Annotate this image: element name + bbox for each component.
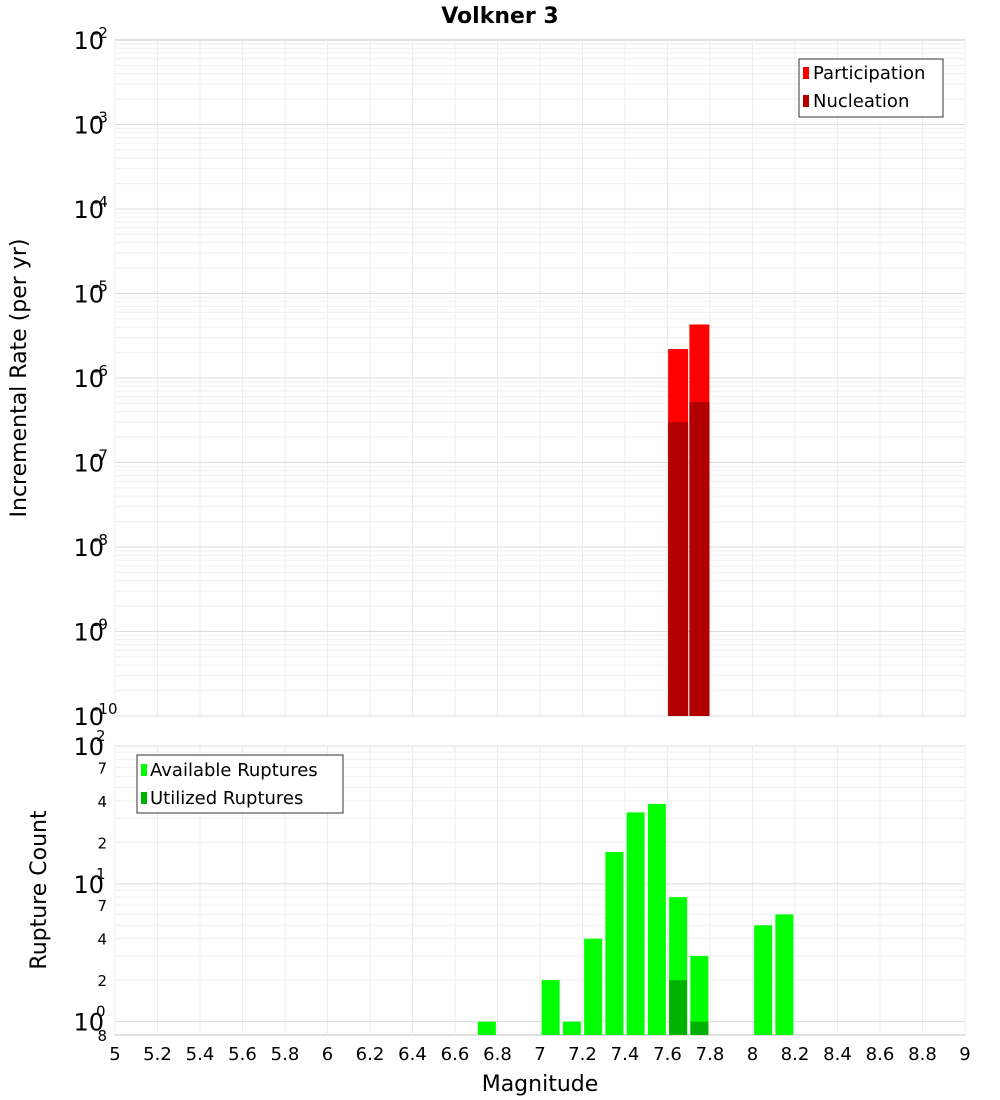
rate-y-tick-base: 10 (73, 112, 104, 140)
count-y-minor-tick-label: 4 (97, 931, 107, 949)
legend-label: Available Ruptures (150, 760, 318, 781)
rate-y-tick-labels: 10-210-310-410-510-610-710-810-910-10 (73, 24, 117, 731)
x-tick-label: 7.4 (611, 1044, 640, 1065)
count-bars (477, 803, 794, 1035)
x-tick-label: 7 (534, 1044, 545, 1065)
rate-y-tick-exponent: -6 (93, 362, 108, 380)
x-tick-label: 8.4 (823, 1044, 852, 1065)
rate-bars (668, 324, 710, 716)
x-tick-label: 8.2 (781, 1044, 810, 1065)
legend-swatch (141, 764, 147, 776)
legend-label: Participation (813, 63, 925, 84)
x-tick-label: 6.8 (483, 1044, 512, 1065)
utilized-ruptures-bar (669, 980, 688, 1035)
rate-y-axis-label: Incremental Rate (per yr) (7, 239, 32, 518)
x-tick-labels: 5 5.2 5.4 5.6 5.8 6 6.2 6.4 6.6 6.8 7 7.2 7.4 7.6 7.8 8… (109, 1044, 970, 1065)
legend-swatch (803, 95, 809, 107)
rate-y-tick-exponent: -8 (93, 531, 108, 549)
available-ruptures-bar (626, 812, 645, 1035)
count-y-minor-tick-label: 7 (97, 759, 107, 777)
x-tick-label: 6.6 (441, 1044, 470, 1065)
x-tick-label: 8.6 (866, 1044, 895, 1065)
rate-y-tick-exponent: -5 (93, 278, 108, 296)
x-tick-label: 6 (322, 1044, 333, 1065)
legend-label: Nucleation (813, 91, 909, 112)
available-ruptures-bar (605, 852, 624, 1035)
x-tick-label: 5 (109, 1044, 120, 1065)
nucleation-bar (689, 401, 710, 716)
utilized-ruptures-bar (690, 1021, 709, 1035)
rate-y-tick-exponent: -2 (93, 24, 108, 42)
x-tick-label: 6.4 (398, 1044, 427, 1065)
available-ruptures-bar (584, 938, 603, 1035)
x-tick-label: 6.2 (356, 1044, 385, 1065)
legend-box (798, 58, 944, 118)
x-tick-label: 7.6 (653, 1044, 682, 1065)
available-ruptures-bar (541, 980, 560, 1035)
x-tick-label: 5.6 (228, 1044, 257, 1065)
count-y-minor-tick-label: 8 (97, 1027, 107, 1045)
count-y-tick-exponent: 2 (96, 727, 106, 745)
x-tick-label: 8.8 (908, 1044, 937, 1065)
count-y-axis-label: Rupture Count (27, 810, 52, 970)
count-y-tick-base: 10 (73, 733, 104, 761)
rate-y-tick-exponent: -10 (93, 700, 118, 718)
x-tick-label: 9 (959, 1044, 970, 1065)
rate-y-tick-base: 10 (73, 196, 104, 224)
available-ruptures-bar (754, 925, 773, 1035)
available-ruptures-bar (477, 1021, 496, 1035)
count-y-tick-exponent: 0 (96, 1003, 106, 1021)
legend-swatch (141, 792, 147, 804)
available-ruptures-bar (562, 1021, 581, 1035)
count-y-minor-tick-label: 2 (97, 834, 107, 852)
rate-legend: Participation Nucleation (798, 58, 944, 118)
nucleation-bar (668, 422, 689, 716)
rate-gridlines (114, 40, 966, 717)
rate-y-tick-exponent: -9 (93, 616, 108, 634)
rate-y-tick-base: 10 (73, 450, 104, 478)
count-y-tick-exponent: 1 (96, 865, 106, 883)
rate-y-tick-base: 10 (73, 534, 104, 562)
x-tick-label: 5.4 (186, 1044, 215, 1065)
rate-y-tick-base: 10 (73, 619, 104, 647)
rate-y-tick-base: 10 (73, 27, 104, 55)
legend-box (136, 754, 344, 814)
rate-y-tick-base: 10 (73, 365, 104, 393)
count-y-tick-base: 10 (73, 1009, 104, 1037)
rate-y-tick-exponent: -7 (93, 447, 108, 465)
x-tick-label: 5.8 (271, 1044, 300, 1065)
chart-title: Volkner 3 (441, 4, 559, 29)
count-y-minor-tick-label: 4 (97, 793, 107, 811)
available-ruptures-bar (775, 914, 794, 1035)
count-y-tick-base: 10 (73, 871, 104, 899)
count-legend: Available Ruptures Utilized Ruptures (136, 754, 344, 814)
x-tick-label: 8 (747, 1044, 758, 1065)
count-y-minor-tick-label: 7 (97, 897, 107, 915)
x-tick-label: 7.8 (696, 1044, 725, 1065)
rate-y-tick-base: 10 (73, 703, 104, 731)
x-axis-label: Magnitude (482, 1072, 599, 1097)
legend-swatch (803, 67, 809, 79)
legend-label: Utilized Ruptures (150, 788, 303, 809)
rate-y-tick-base: 10 (73, 281, 104, 309)
x-tick-label: 5.2 (143, 1044, 172, 1065)
x-tick-label: 7.2 (568, 1044, 597, 1065)
available-ruptures-bar (690, 955, 709, 1035)
available-ruptures-bar (647, 803, 666, 1035)
rate-y-tick-exponent: -4 (93, 193, 108, 211)
count-y-minor-tick-label: 2 (97, 972, 107, 990)
rate-y-tick-exponent: -3 (93, 109, 108, 127)
